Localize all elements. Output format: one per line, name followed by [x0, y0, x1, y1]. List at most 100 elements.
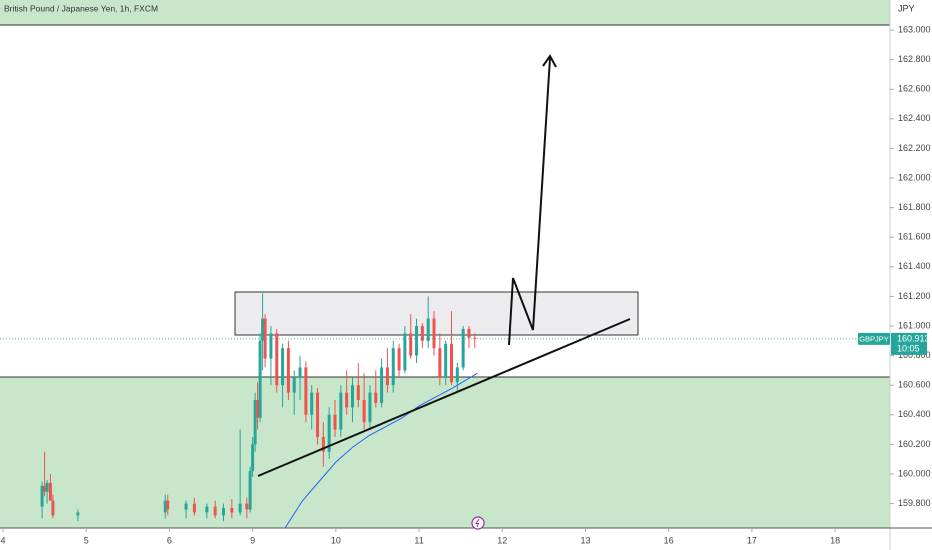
price-label: 160.913: [897, 333, 930, 343]
candle-body: [269, 333, 273, 359]
candle-body: [321, 436, 325, 452]
chart-title: British Pound / Japanese Yen, 1h, FXCM: [4, 3, 158, 13]
y-tick-label: 162.000: [898, 172, 931, 182]
y-tick-label: 161.000: [898, 320, 931, 330]
candle-body: [205, 506, 209, 513]
candle-body: [374, 392, 378, 403]
x-tick-label: 11: [414, 535, 423, 545]
candle-body: [391, 348, 395, 386]
candle-body: [415, 326, 419, 356]
projection-arrow: [508, 57, 551, 346]
y-tick-label: 161.400: [898, 261, 931, 271]
candle-body: [238, 503, 242, 513]
candle-body: [258, 340, 262, 418]
y-tick-label: 162.600: [898, 84, 931, 94]
x-tick-label: 13: [580, 535, 590, 545]
candle-body: [368, 392, 372, 423]
candle-body: [455, 367, 459, 383]
candle-body: [473, 337, 477, 339]
candle-body: [426, 318, 430, 341]
candle-body: [230, 508, 234, 513]
candle-body: [333, 414, 337, 430]
candle-body: [248, 471, 252, 510]
x-tick-label: 4: [0, 535, 5, 545]
y-tick-label: 161.200: [898, 291, 931, 301]
candle-body: [339, 392, 343, 430]
y-tick-label: 162.200: [898, 143, 931, 153]
countdown-label: 10:05: [897, 343, 920, 353]
candle-body: [281, 348, 285, 386]
candle-body: [467, 328, 471, 338]
candles: [40, 293, 478, 529]
resistance-box: [234, 291, 639, 336]
candle-body: [43, 485, 47, 492]
y-tick-label: 161.600: [898, 232, 931, 242]
candle-body: [192, 503, 196, 513]
candle-body: [362, 399, 366, 423]
candle-body: [40, 485, 44, 507]
price-badge: [891, 332, 927, 355]
candle-body: [438, 348, 442, 378]
y-tick-label: 159.800: [898, 498, 931, 508]
candle-body: [310, 392, 314, 415]
x-tick-label: 5: [84, 535, 89, 545]
currency-label: JPY: [898, 3, 915, 13]
candle-body: [45, 482, 49, 492]
candle-body: [51, 500, 55, 516]
moving-average: [284, 372, 478, 529]
symbol-badge: [858, 332, 890, 345]
candle-body: [316, 392, 320, 437]
y-tick-label: 160.600: [898, 380, 931, 390]
candle-body: [263, 318, 267, 359]
y-tick-label: 160.400: [898, 409, 931, 419]
y-tick-label: 163.000: [898, 24, 931, 34]
candle-body: [184, 503, 188, 510]
candle-body: [275, 333, 279, 386]
candle-body: [261, 318, 265, 341]
candle-body: [385, 367, 389, 386]
candle-body: [286, 348, 290, 393]
candle-body: [253, 399, 257, 445]
candle-body: [245, 503, 249, 510]
candle-body: [256, 399, 260, 418]
y-tick-label: 162.800: [898, 54, 931, 64]
candle-body: [397, 348, 401, 371]
event-icon-bolt: [475, 518, 480, 528]
candle-body: [356, 385, 360, 400]
candle-body: [221, 508, 225, 516]
candle-body: [327, 414, 331, 452]
candle-body: [449, 343, 453, 383]
candle-body: [380, 367, 384, 403]
y-tick-label: 160.200: [898, 439, 931, 449]
x-tick-label: 10: [331, 535, 341, 545]
candle-body: [48, 482, 52, 501]
x-tick-label: 12: [497, 535, 507, 545]
candle-body: [461, 328, 465, 368]
y-tick-label: 161.800: [898, 202, 931, 212]
lower-zone: [0, 377, 890, 528]
upper-zone: [0, 0, 890, 25]
candle-body: [76, 512, 80, 516]
x-tick-label: 6: [167, 535, 172, 545]
axes: 159.800 160.000 160.200 160.400 160.600 160.8…: [0, 24, 930, 545]
candle-body: [432, 318, 436, 349]
candle-body: [304, 367, 308, 415]
symbol-label: GBPJPY: [859, 334, 889, 343]
x-tick-label: 16: [664, 535, 674, 545]
candle-body: [298, 367, 302, 378]
y-tick-label: 162.400: [898, 113, 931, 123]
candle-body: [163, 500, 167, 513]
candle-body: [403, 333, 407, 371]
candle-body: [350, 385, 354, 408]
y-tick-label: 160.800: [898, 350, 931, 360]
candle-body: [444, 343, 448, 378]
candle-body: [420, 326, 424, 341]
candle-body: [292, 377, 296, 393]
x-tick-label: 18: [830, 535, 840, 545]
candle-body: [251, 444, 255, 472]
candle-body: [166, 500, 170, 510]
candle-body: [213, 506, 217, 516]
y-tick-label: 160.000: [898, 468, 931, 478]
